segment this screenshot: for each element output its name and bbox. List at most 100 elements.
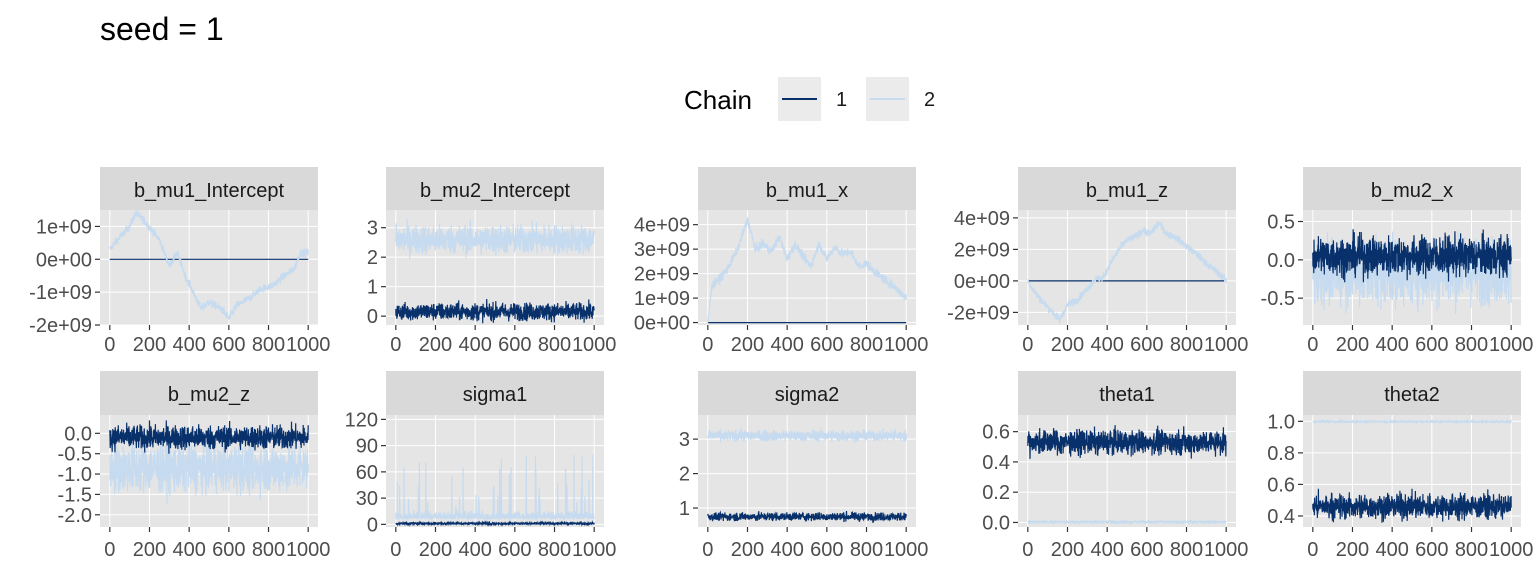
x-tick-label: 1000 [884, 334, 929, 356]
panel-theta1: theta1 0.0 0.2 0.4 0.6 0 200 400 600 800 1000 [982, 371, 1248, 561]
facet-strip [1303, 371, 1521, 415]
y-tick-label: -1e+09 [29, 282, 92, 304]
panel-background [100, 210, 318, 325]
x-tick-label: 1000 [1204, 334, 1249, 356]
x-tick-label: 600 [810, 539, 843, 561]
facet-strip [100, 167, 318, 210]
x-tick-label: 0 [1307, 539, 1318, 561]
x-tick-label: 800 [252, 539, 285, 561]
facet-strip-label: sigma2 [775, 384, 839, 406]
x-tick-label: 1000 [1204, 539, 1249, 561]
y-tick-label: 90 [356, 436, 378, 458]
panel-b-mu1-z: b_mu1_z -2e+09 0e+00 2e+09 4e+09 0 200 400 600 80… [947, 167, 1248, 356]
x-tick-label: 800 [538, 334, 571, 356]
x-tick-label: 600 [1130, 334, 1163, 356]
y-tick-label: 0 [367, 514, 378, 536]
x-tick-label: 600 [212, 539, 245, 561]
y-tick-label: 0.0 [1267, 250, 1295, 272]
y-tick-label: -2.0 [58, 505, 92, 527]
trace-chain-1 [395, 298, 595, 324]
legend-title: Chain [684, 85, 752, 115]
figure-title: seed = 1 [100, 11, 224, 47]
facet-strip-label: b_mu2_z [168, 384, 250, 406]
y-tick-label: 3 [367, 218, 378, 240]
trace-chain-1 [1312, 488, 1512, 523]
y-tick-label: 1e+09 [634, 288, 690, 310]
panel-background [1018, 210, 1236, 325]
panel-theta2: theta2 0.4 0.6 0.8 1.0 0 200 400 600 800 1000 [1267, 371, 1533, 561]
x-tick-label: 1000 [1489, 334, 1534, 356]
facet-strip [698, 167, 916, 210]
x-tick-label: 0 [104, 334, 115, 356]
x-tick-label: 1000 [572, 539, 617, 561]
y-tick-label: 4e+09 [954, 208, 1010, 230]
y-tick-label: 0.0 [64, 423, 92, 445]
x-tick-label: 400 [458, 539, 491, 561]
x-tick-label: 1000 [286, 539, 331, 561]
x-tick-label: 200 [419, 539, 452, 561]
y-tick-label: 0e+00 [954, 271, 1010, 293]
x-tick-label: 800 [1455, 334, 1488, 356]
x-tick-label: 600 [1415, 334, 1448, 356]
y-tick-label: 60 [356, 462, 378, 484]
y-tick-label: 0.0 [982, 512, 1010, 534]
trace-chain-2 [109, 432, 309, 505]
y-tick-label: 0.6 [1267, 474, 1295, 496]
facet-strip [1018, 167, 1236, 210]
x-tick-label: 800 [252, 334, 285, 356]
facet-strip-label: b_mu1_x [766, 180, 848, 202]
facet-strip-label: b_mu1_Intercept [134, 180, 285, 202]
y-tick-label: -0.5 [1261, 288, 1295, 310]
x-tick-label: 0 [702, 334, 713, 356]
y-tick-label: 2e+09 [634, 264, 690, 286]
trace-chain-1 [1312, 229, 1512, 283]
y-tick-label: 1 [679, 498, 690, 520]
x-tick-label: 600 [498, 334, 531, 356]
y-tick-label: 2 [679, 464, 690, 486]
x-tick-label: 400 [1090, 539, 1123, 561]
y-tick-label: 4e+09 [634, 215, 690, 237]
x-tick-label: 600 [498, 539, 531, 561]
trace-chain-1 [109, 420, 309, 454]
facet-strip-label: b_mu2_x [1371, 180, 1453, 202]
x-tick-label: 800 [1170, 334, 1203, 356]
trace-chain-2 [707, 427, 907, 443]
trace-chain-2 [395, 453, 595, 522]
y-tick-label: 120 [345, 409, 378, 431]
x-tick-label: 400 [1090, 334, 1123, 356]
y-tick-label: 1 [367, 277, 378, 299]
x-tick-label: 400 [172, 334, 205, 356]
facet-strip [100, 371, 318, 415]
y-tick-label: 30 [356, 488, 378, 510]
y-tick-label: 0.5 [1267, 212, 1295, 234]
x-tick-label: 800 [1455, 539, 1488, 561]
x-tick-label: 200 [133, 539, 166, 561]
x-tick-label: 200 [419, 334, 452, 356]
y-tick-label: 0.4 [982, 452, 1010, 474]
facet-strip-label: b_mu2_Intercept [420, 180, 571, 202]
trace-chain-2 [1027, 220, 1227, 324]
y-tick-label: -1.0 [58, 464, 92, 486]
x-tick-label: 0 [104, 539, 115, 561]
panel-b-mu2-x: b_mu2_x -0.5 0.0 0.5 0 200 400 600 800 1000 [1261, 167, 1534, 356]
x-tick-label: 1000 [1489, 539, 1534, 561]
x-tick-label: 600 [810, 334, 843, 356]
y-tick-label: -2e+09 [947, 302, 1010, 324]
x-tick-label: 800 [850, 539, 883, 561]
y-tick-label: 1e+09 [36, 216, 92, 238]
y-tick-label: 3 [679, 429, 690, 451]
x-tick-label: 400 [1375, 539, 1408, 561]
x-tick-label: 1000 [884, 539, 929, 561]
y-tick-label: 0.4 [1267, 506, 1295, 528]
legend: Chain 1 2 [684, 77, 935, 121]
x-tick-label: 800 [1170, 539, 1203, 561]
x-tick-label: 400 [770, 539, 803, 561]
x-tick-label: 600 [212, 334, 245, 356]
y-tick-label: -0.5 [58, 444, 92, 466]
x-tick-label: 400 [770, 334, 803, 356]
x-tick-label: 200 [1051, 539, 1084, 561]
facet-strip [386, 167, 604, 210]
x-tick-label: 800 [850, 334, 883, 356]
